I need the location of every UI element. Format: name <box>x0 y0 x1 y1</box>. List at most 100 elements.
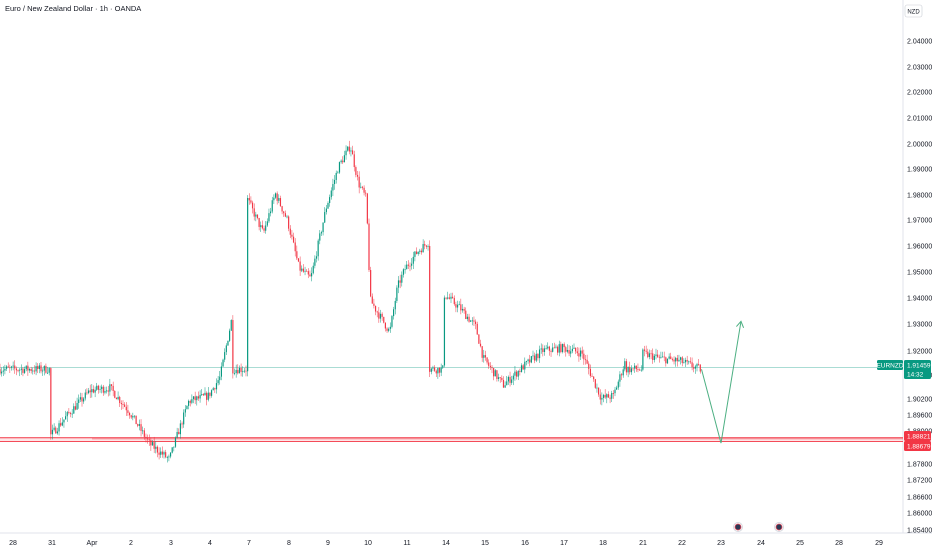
candle-body <box>668 356 670 359</box>
price-tick-label: 2.00000 <box>907 142 932 149</box>
candle-body <box>411 263 413 266</box>
candle-body <box>458 304 460 306</box>
candle-body <box>699 364 701 372</box>
candle <box>251 200 254 214</box>
candle-body <box>327 203 329 209</box>
candle <box>643 345 646 357</box>
candle-body <box>583 353 585 360</box>
candle-body <box>435 370 437 374</box>
event-marker[interactable] <box>774 522 784 532</box>
candle <box>345 145 347 160</box>
candle <box>547 342 549 350</box>
candle <box>425 244 427 250</box>
candle-body <box>210 390 213 396</box>
candle <box>478 333 480 344</box>
candle-body <box>630 368 632 373</box>
candle <box>76 397 78 410</box>
candle-body <box>50 368 52 435</box>
candle-body <box>161 451 163 455</box>
candle-body <box>214 388 216 390</box>
candle-body <box>0 369 1 374</box>
candle <box>245 365 247 377</box>
candle-body <box>109 384 111 392</box>
candle-body <box>301 268 303 271</box>
candle-body <box>397 280 400 288</box>
chart-title: Euro / New Zealand Dollar · 1h · OANDA <box>5 4 141 13</box>
candle <box>683 358 685 364</box>
candle-body <box>576 351 578 354</box>
candle-body <box>442 365 444 368</box>
candle <box>145 433 147 443</box>
support-zone-fill <box>0 437 903 442</box>
time-tick-label: 14 <box>442 540 450 547</box>
candle <box>525 360 528 366</box>
candle <box>399 274 401 289</box>
candle-body <box>671 359 673 360</box>
candle <box>356 170 359 181</box>
candle-body <box>338 162 341 173</box>
candle <box>132 412 134 421</box>
candle-body <box>96 385 98 390</box>
candle <box>496 370 498 382</box>
candle-body <box>132 416 134 418</box>
candle <box>332 178 334 197</box>
candle <box>534 352 536 364</box>
candle-body <box>206 392 208 400</box>
event-marker[interactable] <box>733 522 743 532</box>
candle-body <box>617 381 619 388</box>
candle <box>117 391 119 401</box>
candle-body <box>219 376 221 381</box>
candle-body <box>319 233 321 241</box>
candle-body <box>350 150 352 152</box>
candle <box>374 305 377 316</box>
candle <box>458 301 460 306</box>
candle <box>217 376 219 386</box>
candle <box>366 192 368 225</box>
price-tick-label: 2.01000 <box>907 116 932 123</box>
candle-body <box>171 447 173 453</box>
candle-body <box>602 394 605 398</box>
candle-body <box>270 211 272 214</box>
candle-body <box>87 390 90 394</box>
candle-body <box>17 370 19 372</box>
support-zone[interactable] <box>0 437 903 442</box>
candle-body <box>181 423 183 425</box>
candle-body <box>496 370 498 379</box>
projection-path[interactable] <box>701 320 745 444</box>
candle-body <box>217 380 219 384</box>
price-tick-label: 2.04000 <box>907 39 932 46</box>
candle <box>28 368 31 373</box>
candle-body <box>99 388 101 390</box>
candle-body <box>684 359 687 363</box>
candle <box>107 385 109 397</box>
candle <box>602 393 605 403</box>
candle <box>530 355 532 364</box>
candle <box>176 427 178 439</box>
candle-body <box>488 362 490 366</box>
candle-body <box>265 225 267 231</box>
candle <box>370 266 372 298</box>
candle <box>84 389 86 401</box>
candle-body <box>232 320 234 374</box>
candle-body <box>35 366 37 372</box>
candle-body <box>384 322 386 329</box>
candle-body <box>512 375 514 380</box>
candle-body <box>288 216 290 229</box>
candle <box>512 373 514 386</box>
candle <box>542 344 544 357</box>
candle-body <box>58 423 60 432</box>
candle-body <box>151 442 154 446</box>
currency-button[interactable] <box>904 4 923 18</box>
candle <box>292 232 295 244</box>
candle-body <box>666 358 669 364</box>
candle-body <box>289 228 291 235</box>
time-axis[interactable]: 28 31 Apr 2 3 4 7 8 9 10 11 14 15 16 17 18 21 22 23 24 25 28 2… <box>9 540 883 547</box>
candle <box>69 411 72 418</box>
candle <box>465 307 467 320</box>
candle-body <box>430 368 432 372</box>
candle-body <box>506 381 508 386</box>
candle <box>58 420 60 436</box>
price-tick-label: 1.97000 <box>907 218 932 225</box>
candle-body <box>253 208 255 217</box>
